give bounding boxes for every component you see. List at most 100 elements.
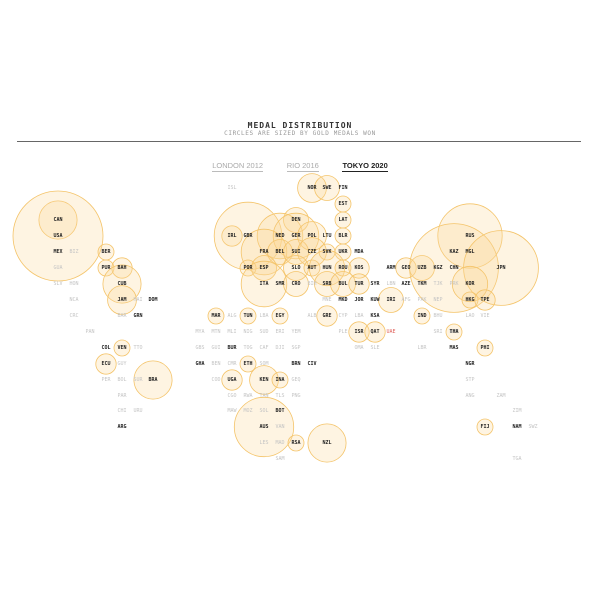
country-label-tan[interactable]: TAN <box>259 393 268 399</box>
country-label-lba[interactable]: LBA <box>259 313 268 319</box>
country-label-srb[interactable]: SRB <box>322 281 331 287</box>
bubble-can[interactable] <box>38 200 78 240</box>
country-label-cub[interactable]: CUB <box>117 281 126 287</box>
country-label-png[interactable]: PNG <box>291 393 300 399</box>
country-label-zam[interactable]: ZAM <box>496 393 505 399</box>
country-label-gha[interactable]: GHA <box>195 361 204 367</box>
country-label-irl[interactable]: IRL <box>227 233 236 239</box>
country-label-cze[interactable]: CZE <box>307 249 316 255</box>
bubble-swe[interactable] <box>314 175 340 201</box>
country-label-nig[interactable]: NIG <box>243 329 252 335</box>
bubble-nzl[interactable] <box>307 423 347 463</box>
bubble-aut[interactable] <box>303 259 321 277</box>
bubble-sui[interactable] <box>283 239 309 265</box>
country-label-slv[interactable]: SLV <box>53 281 62 287</box>
country-label-isr[interactable]: ISR <box>354 329 364 335</box>
country-label-som[interactable]: SOM <box>259 361 268 367</box>
country-label-egy[interactable]: EGY <box>275 313 284 319</box>
country-label-rou[interactable]: ROU <box>338 265 347 271</box>
country-label-prk[interactable]: PRK <box>449 281 458 287</box>
country-label-bra[interactable]: BRA <box>148 377 157 383</box>
tab-london-2012[interactable]: LONDON 2012 <box>212 161 264 172</box>
country-label-gbr[interactable]: GBR <box>243 233 253 239</box>
country-label-ple[interactable]: PLE <box>338 329 347 335</box>
country-label-gua[interactable]: GUA <box>53 265 62 271</box>
country-label-usa[interactable]: USA <box>53 233 62 239</box>
country-label-ksa[interactable]: KSA <box>370 313 379 319</box>
country-label-tun[interactable]: TUN <box>243 313 252 319</box>
country-label-hun[interactable]: HUN <box>322 265 331 271</box>
country-label-alg[interactable]: ALG <box>227 313 236 319</box>
country-label-bot[interactable]: BOT <box>275 408 284 414</box>
country-label-vie[interactable]: VIE <box>480 313 489 319</box>
country-label-mne[interactable]: MNE <box>322 297 331 303</box>
bubble-mar[interactable] <box>207 307 225 325</box>
country-label-sud[interactable]: SUD <box>259 329 268 335</box>
country-label-zim[interactable]: ZIM <box>512 408 521 414</box>
bubble-hkg[interactable] <box>461 291 479 309</box>
country-label-brn[interactable]: BRN <box>291 361 300 367</box>
country-label-fra[interactable]: FRA <box>259 249 268 255</box>
country-label-ecu[interactable]: ECU <box>101 361 110 367</box>
country-label-mli[interactable]: MLI <box>227 329 236 335</box>
country-label-mda[interactable]: MDA <box>354 249 363 255</box>
country-label-mar[interactable]: MAR <box>211 313 221 319</box>
bubble-usa[interactable] <box>12 190 104 282</box>
bubble-rsa[interactable] <box>287 434 305 452</box>
bubble-chn[interactable] <box>409 223 499 313</box>
country-label-stp[interactable]: STP <box>465 377 474 383</box>
country-label-svk[interactable]: SVK <box>322 249 331 255</box>
country-label-iri[interactable]: IRI <box>386 297 395 303</box>
country-label-nor[interactable]: NOR <box>307 185 317 191</box>
country-label-les[interactable]: LES <box>259 440 268 446</box>
country-label-mex[interactable]: MEX <box>53 249 62 255</box>
bubble-cro[interactable] <box>283 271 309 297</box>
country-label-crc[interactable]: CRC <box>69 313 78 319</box>
country-label-rsa[interactable]: RSA <box>291 440 300 446</box>
country-label-lba[interactable]: LBA <box>354 313 363 319</box>
bubble-ind[interactable] <box>413 307 431 325</box>
bubble-pur[interactable] <box>97 259 115 277</box>
bubble-irl[interactable] <box>221 225 243 247</box>
bubble-jam[interactable] <box>107 285 137 315</box>
country-label-mas[interactable]: MAS <box>449 345 458 351</box>
country-label-tha[interactable]: THA <box>449 329 458 335</box>
country-label-fij[interactable]: FIJ <box>480 424 489 430</box>
country-label-ltu[interactable]: LTU <box>322 233 331 239</box>
bubble-gre[interactable] <box>316 305 338 327</box>
country-label-bol[interactable]: BOL <box>117 377 126 383</box>
country-label-civ[interactable]: CIV <box>307 361 316 367</box>
country-label-grn[interactable]: GRN <box>133 313 142 319</box>
bubble-cub[interactable] <box>102 264 142 304</box>
country-label-ken[interactable]: KEN <box>259 377 268 383</box>
bubble-phi[interactable] <box>476 339 494 357</box>
country-label-lbn[interactable]: LBN <box>386 281 395 287</box>
bubble-ina[interactable] <box>271 371 289 389</box>
bubble-rus[interactable] <box>437 203 503 269</box>
country-label-syr[interactable]: SYR <box>370 281 380 287</box>
country-label-bur[interactable]: BUR <box>227 345 237 351</box>
country-label-gbs[interactable]: GBS <box>195 345 204 351</box>
country-label-ang[interactable]: ANG <box>465 393 474 399</box>
country-label-bah[interactable]: BAH <box>117 265 126 271</box>
country-label-ger[interactable]: GER <box>291 233 301 239</box>
country-label-bih[interactable]: BIH <box>307 281 316 287</box>
country-label-col[interactable]: COL <box>101 345 110 351</box>
country-label-isl[interactable]: ISL <box>227 185 236 191</box>
country-label-uga[interactable]: UGA <box>227 377 236 383</box>
country-label-den[interactable]: DEN <box>291 217 300 223</box>
country-label-sol[interactable]: SOL <box>259 408 268 414</box>
bubble-jpn[interactable] <box>463 230 539 306</box>
bubble-nor[interactable] <box>297 173 327 203</box>
country-label-dom[interactable]: DOM <box>148 297 157 303</box>
country-label-chn[interactable]: CHN <box>449 265 458 271</box>
country-label-sam[interactable]: SAM <box>275 456 284 462</box>
bubble-iri[interactable] <box>378 287 404 313</box>
country-label-ngr[interactable]: NGR <box>465 361 475 367</box>
country-label-dji[interactable]: DJI <box>275 345 284 351</box>
bubble-fij[interactable] <box>476 418 494 436</box>
country-label-nam[interactable]: NAM <box>512 424 521 430</box>
country-label-sur[interactable]: SUR <box>133 377 143 383</box>
country-label-uae[interactable]: UAE <box>386 329 395 335</box>
country-label-arm[interactable]: ARM <box>386 265 395 271</box>
